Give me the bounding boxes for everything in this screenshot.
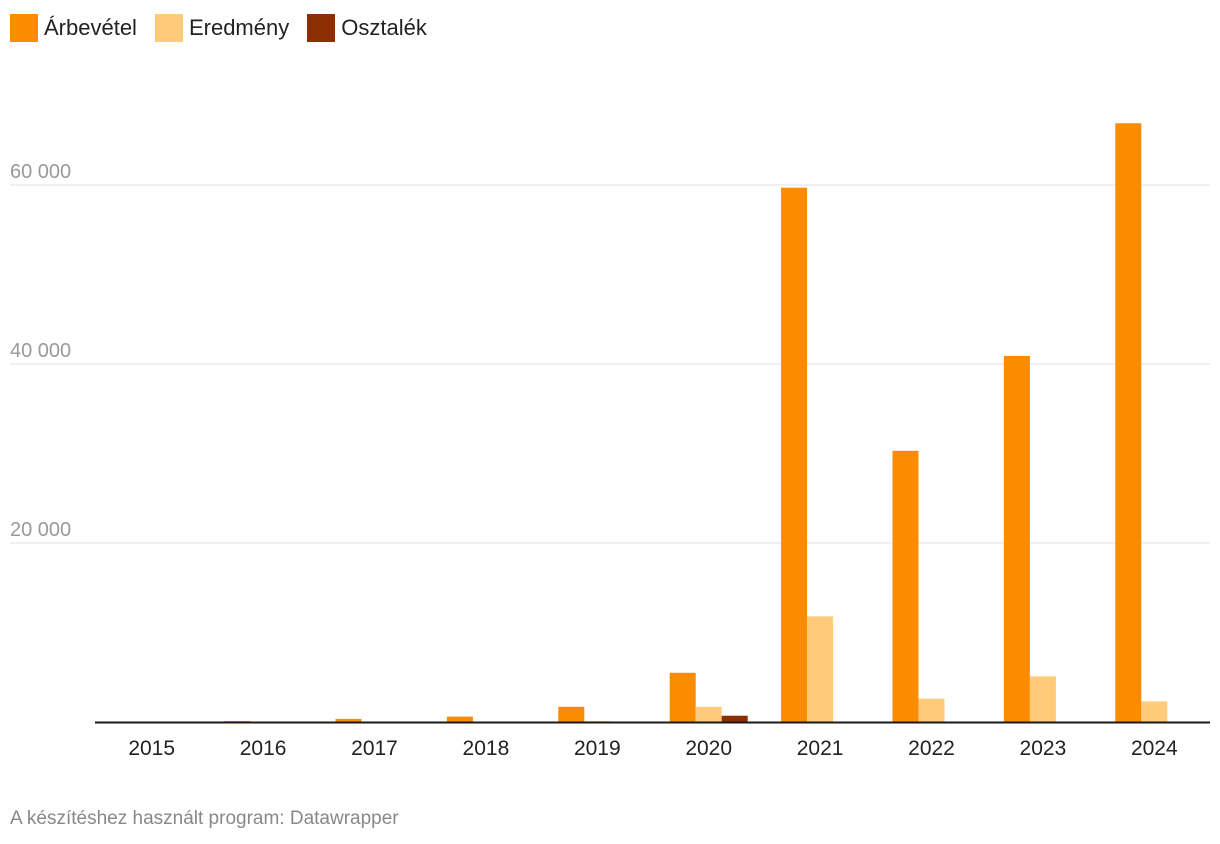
footer-credit: A készítéshez használt program: Datawrap… <box>10 808 399 829</box>
legend-label: Eredmény <box>188 15 290 40</box>
legend-swatch <box>154 14 183 42</box>
bar-árbevétel-2023 <box>1003 355 1030 722</box>
x-tick-label: 2023 <box>1020 737 1067 760</box>
x-tick-label: 2020 <box>685 737 732 760</box>
bar-árbevétel-2024 <box>1115 123 1142 723</box>
bar-eredmény-2020 <box>695 706 722 722</box>
bar-eredmény-2024 <box>1141 701 1168 722</box>
bar-osztalék-2020 <box>721 715 748 722</box>
legend: Árbevétel Eredmény Osztalék <box>10 14 427 42</box>
x-tick-label: 2015 <box>128 737 175 760</box>
legend-label: Árbevétel <box>44 15 137 40</box>
bar-árbevétel-2017 <box>335 718 362 722</box>
x-tick-label: 2021 <box>797 737 844 760</box>
legend-label: Osztalék <box>341 15 427 40</box>
x-tick-label: 2016 <box>240 737 287 760</box>
bar-árbevétel-2019 <box>558 706 585 722</box>
legend-item: Árbevétel <box>10 14 137 42</box>
legend-swatch <box>307 14 336 42</box>
bar-eredmény-2022 <box>918 698 945 722</box>
legend-item: Eredmény <box>154 14 290 42</box>
y-tick-label: 40 000 <box>10 340 71 362</box>
legend-item: Osztalék <box>307 14 427 42</box>
bar-árbevétel-2022 <box>892 450 919 722</box>
bar-eredmény-2021 <box>807 616 834 722</box>
y-tick-label: 60 000 <box>10 161 71 183</box>
bar-árbevétel-2020 <box>669 672 696 722</box>
x-tick-label: 2017 <box>351 737 398 760</box>
legend-swatch <box>10 14 38 42</box>
y-tick-label: 20 000 <box>10 519 71 541</box>
bar-árbevétel-2018 <box>446 716 473 722</box>
x-tick-label: 2022 <box>908 737 955 760</box>
x-tick-label: 2019 <box>574 737 621 760</box>
x-tick-label: 2018 <box>463 737 510 760</box>
x-tick-label: 2024 <box>1131 737 1178 760</box>
bar-eredmény-2023 <box>1029 676 1056 722</box>
bar-árbevétel-2021 <box>781 187 808 722</box>
